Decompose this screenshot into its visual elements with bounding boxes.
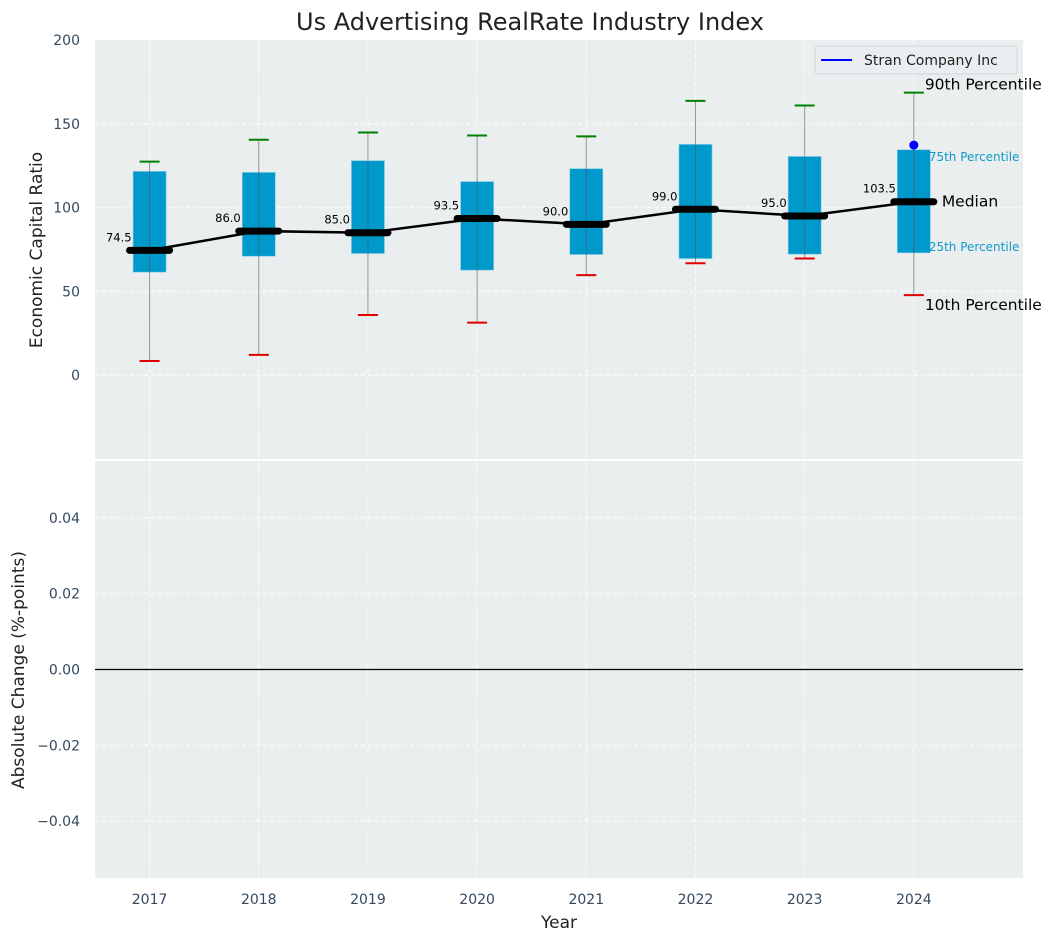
median-value-label: 74.5: [106, 230, 132, 244]
legend[interactable]: Stran Company Inc: [814, 45, 1018, 75]
top-panel-background: [95, 40, 1023, 459]
bottom-y-ticks: −0.04 −0.02 0.00 0.02 0.04: [37, 511, 80, 830]
y-tick-label: 100: [53, 201, 80, 217]
median-value-label: 93.5: [434, 198, 460, 212]
median-value-label: 99.0: [652, 189, 678, 203]
annotation-25th: 25th Percentile: [929, 240, 1020, 254]
top-y-ticks: 0 50 100 150 200: [53, 33, 80, 384]
bottom-panel: −0.04 −0.02 0.00 0.02 0.04 Absolute Change (…: [9, 461, 1023, 878]
x-tick-label: 2023: [787, 892, 823, 908]
bottom-y-axis-label: Absolute Change (%-points): [9, 551, 29, 789]
legend-label: Stran Company Inc: [864, 53, 998, 69]
y-tick-label: 0.00: [49, 663, 80, 679]
x-tick-label: 2021: [568, 892, 604, 908]
y-tick-label: 0.02: [49, 587, 80, 603]
x-ticks: 2017 2018 2019 2020 2021 2022 2023 2024: [132, 892, 932, 908]
x-axis-label: Year: [540, 913, 577, 933]
median-value-label: 95.0: [761, 196, 787, 210]
annotation-median: Median: [942, 193, 998, 211]
annotation-75th: 75th Percentile: [929, 150, 1020, 164]
annotation-90th: 90th Percentile: [925, 76, 1042, 94]
x-tick-label: 2020: [459, 892, 495, 908]
x-tick-label: 2017: [132, 892, 168, 908]
x-tick-label: 2024: [896, 892, 932, 908]
x-tick-label: 2019: [350, 892, 386, 908]
top-y-axis-label: Economic Capital Ratio: [27, 152, 47, 348]
median-value-label: 86.0: [215, 211, 241, 225]
y-tick-label: 0.04: [49, 511, 80, 527]
y-tick-label: −0.04: [37, 814, 80, 830]
median-value-label: 85.0: [324, 213, 350, 227]
y-tick-label: −0.02: [37, 738, 80, 754]
company-point: [909, 140, 919, 150]
median-value-label: 103.5: [863, 182, 896, 196]
legend-box: [814, 45, 1018, 75]
y-tick-label: 150: [53, 117, 80, 133]
box-series: 74.5 86.0 85.0 93.5 90.0 99.0 95.0 103.5: [106, 91, 938, 362]
top-panel: 0 50 100 150 200 74.5 86.0 85.0 93.5 90.0 99.0 95.…: [27, 33, 1042, 459]
y-tick-label: 50: [62, 284, 80, 300]
x-tick-label: 2018: [241, 892, 277, 908]
chart-title: Us Advertising RealRate Industry Index: [296, 8, 764, 36]
annotation-10th: 10th Percentile: [925, 296, 1042, 314]
y-tick-label: 200: [53, 33, 80, 49]
y-tick-label: 0: [71, 368, 80, 384]
median-value-label: 90.0: [543, 204, 569, 218]
x-tick-label: 2022: [678, 892, 714, 908]
percentile-annotations: 90th Percentile 75th Percentile Median 25th…: [925, 76, 1042, 314]
